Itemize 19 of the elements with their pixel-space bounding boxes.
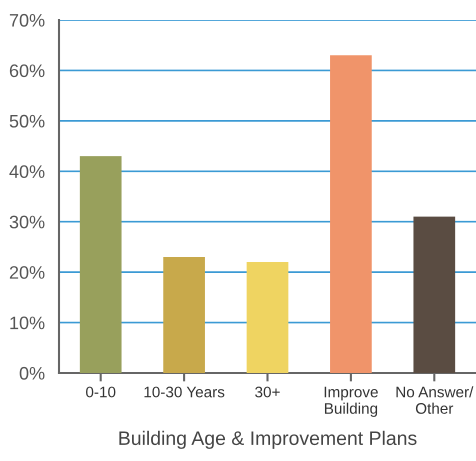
y-tick-label: 30% — [10, 216, 44, 228]
y-tick-label: 60% — [10, 64, 44, 78]
x-tick-label: No Answer/ Other — [396, 386, 474, 414]
bar — [246, 262, 288, 373]
y-tick-label: 0% — [20, 366, 44, 380]
y-tick-label: 50% — [10, 114, 44, 128]
x-tick-label: Improve Building — [324, 386, 378, 417]
y-tick-label: 20% — [10, 266, 44, 279]
y-tick-label: 40% — [9, 165, 44, 178]
bar — [413, 216, 456, 373]
y-tick-label: 10% — [10, 316, 44, 330]
y-tick-label: 70% — [10, 14, 44, 27]
bar — [80, 156, 122, 373]
x-tick-label: 30+ — [255, 386, 280, 398]
bar — [330, 55, 372, 373]
x-tick-label: 10-30 Years — [144, 386, 224, 398]
x-axis-title: Building Age & Improvement Plans — [119, 430, 417, 449]
x-tick-label: 0-10 — [86, 386, 116, 398]
bar — [163, 257, 205, 373]
